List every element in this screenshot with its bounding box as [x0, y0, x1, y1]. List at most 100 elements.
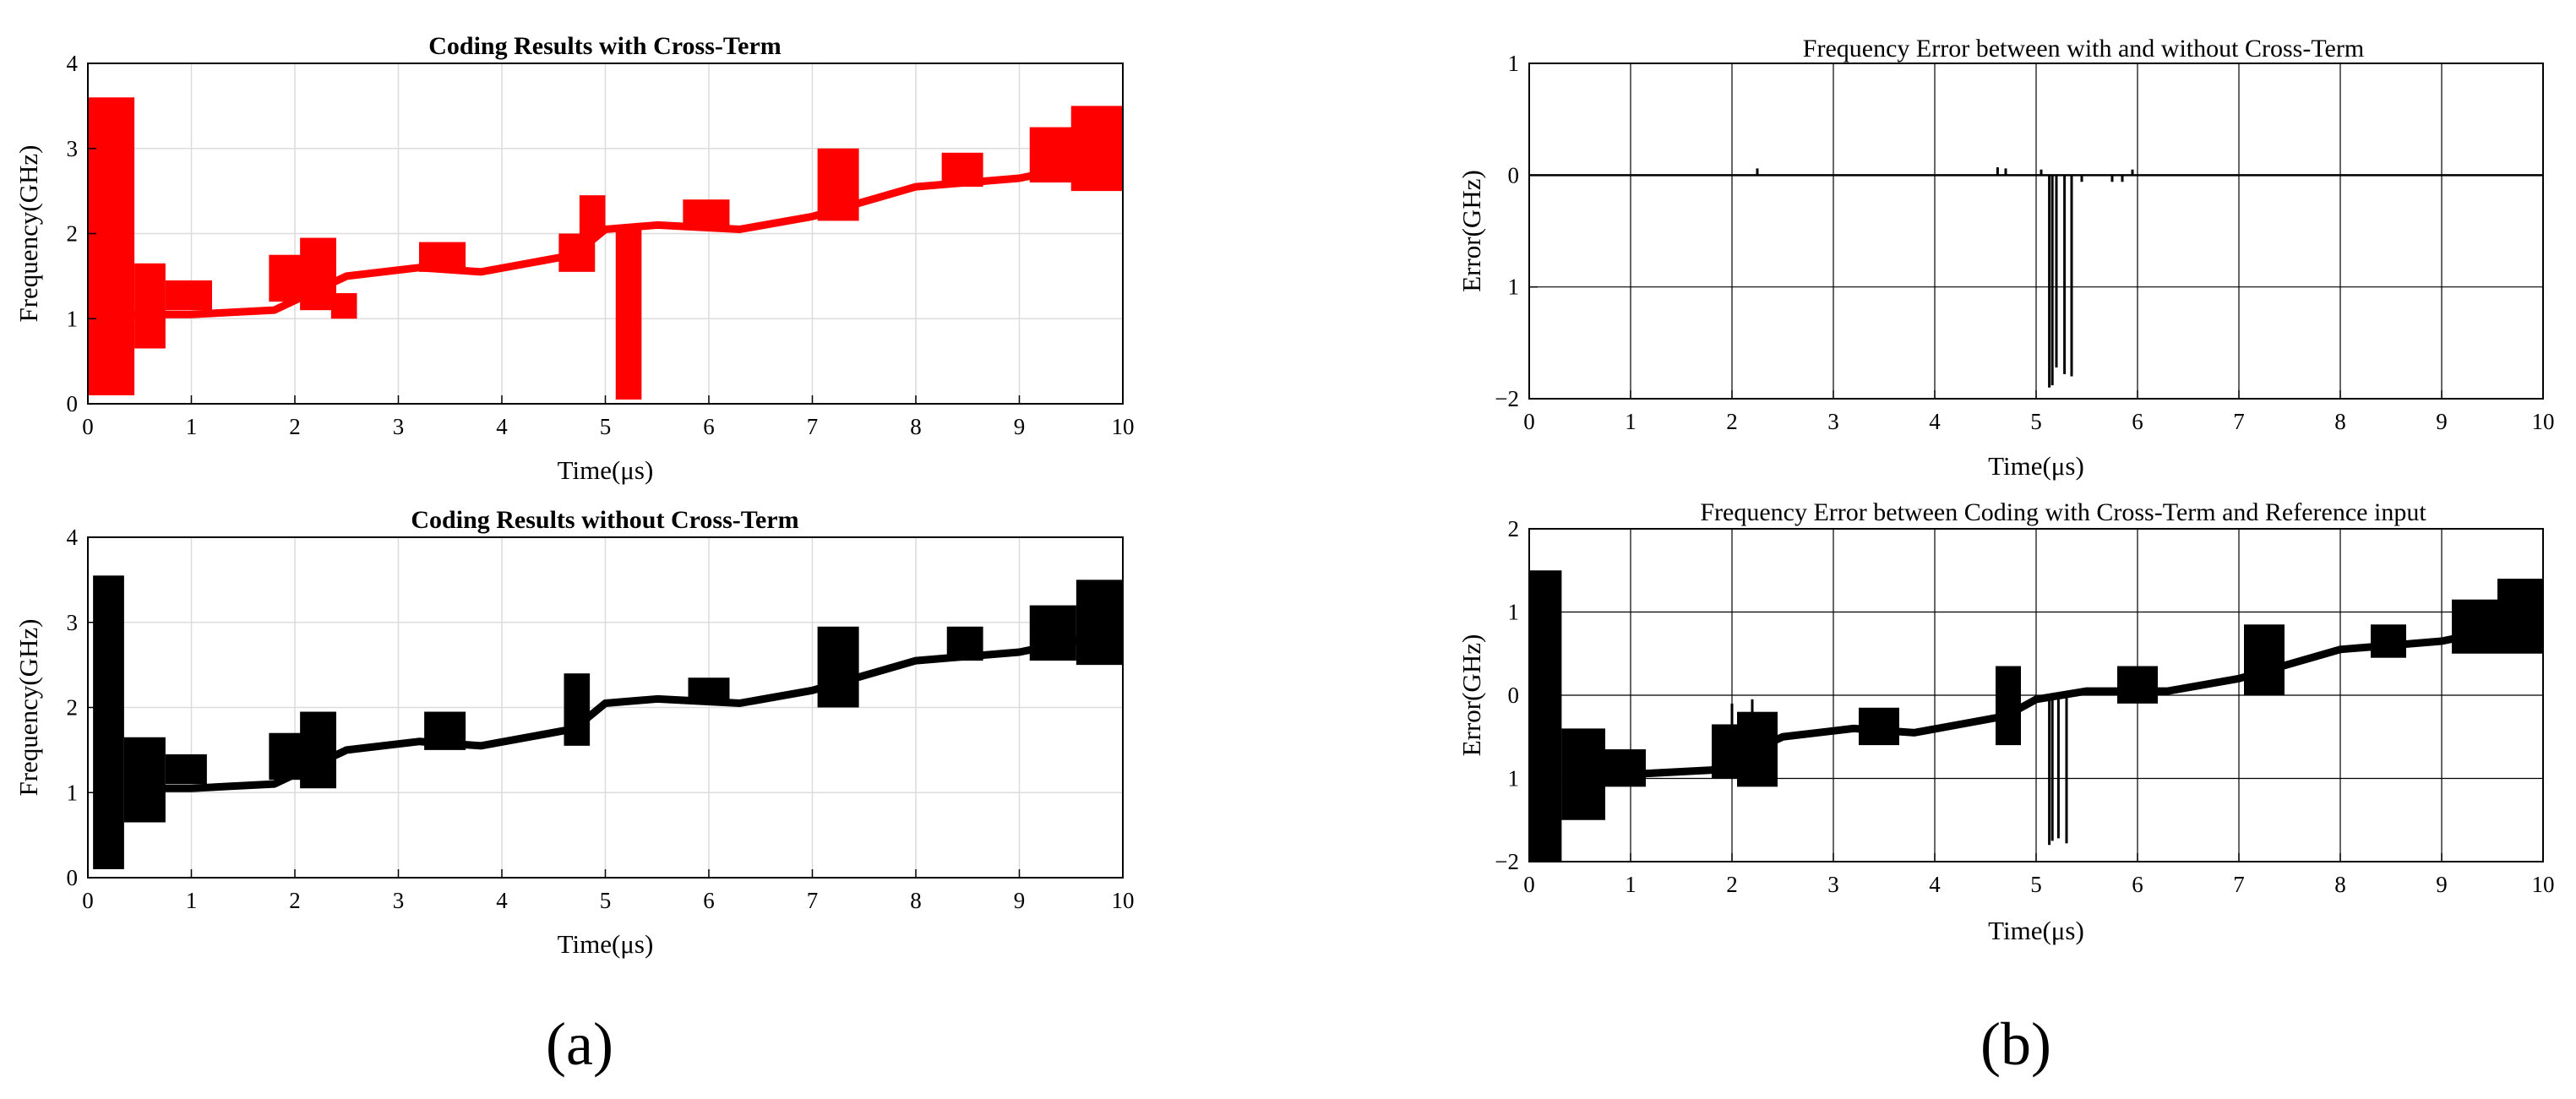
x-tick-label: 7 [2233, 872, 2245, 897]
data-block [564, 673, 591, 746]
y-tick-label: 2 [1508, 516, 1520, 541]
series-line [129, 153, 1124, 318]
data-block [2244, 624, 2285, 695]
y-tick-label: 4 [67, 525, 79, 550]
x-tick-label: 6 [2132, 409, 2143, 434]
data-block [88, 97, 135, 395]
chart-title: Coding Results without Cross-Term [411, 506, 798, 534]
y-tick-label: 1 [1508, 600, 1520, 625]
x-tick-label: 4 [496, 414, 508, 439]
x-tick-label: 4 [1929, 872, 1941, 897]
x-tick-label: 8 [2334, 872, 2346, 897]
data-block [2117, 666, 2158, 704]
y-axis-label: Error(GHz) [1457, 634, 1486, 757]
y-tick-label: 1 [67, 306, 79, 331]
y-tick-label: 0 [67, 865, 79, 890]
x-tick-label: 2 [1726, 409, 1738, 434]
x-axis-label: Time(μs) [558, 929, 654, 959]
x-tick-label: 5 [2030, 872, 2042, 897]
data-block [1996, 666, 2021, 746]
x-tick-label: 7 [2233, 409, 2245, 434]
y-tick-label: 1 [1508, 51, 1520, 76]
data-block [269, 254, 306, 302]
y-tick-label: 4 [67, 51, 79, 76]
data-block [330, 293, 357, 319]
x-tick-label: 5 [600, 414, 612, 439]
x-tick-label: 9 [1014, 888, 1026, 913]
x-tick-label: 1 [186, 888, 198, 913]
x-tick-label: 3 [1827, 872, 1839, 897]
series-line [1570, 616, 2544, 779]
x-tick-label: 4 [1929, 409, 1941, 434]
y-tick-label: 3 [67, 136, 79, 161]
x-tick-label: 7 [807, 888, 819, 913]
x-tick-label: 9 [2436, 872, 2448, 897]
chart-title: Coding Results with Cross-Term [428, 32, 782, 60]
chart-a2: 0 1 2 3 4 5 6 7 8 9 10 0 1 2 3 4 Coding Results without … [14, 506, 1135, 959]
x-tick-label: 10 [1112, 414, 1135, 439]
data-block [1605, 749, 1646, 787]
y-axis-label: Frequency(GHz) [14, 144, 43, 322]
data-block [123, 737, 166, 823]
x-tick-label: 3 [1827, 409, 1839, 434]
y-tick-label: 1 [1508, 766, 1520, 792]
y-tick-label: 0 [67, 391, 79, 416]
data-block [1076, 579, 1123, 666]
x-tick-label: 0 [1523, 409, 1535, 434]
y-tick-label: 2 [67, 695, 79, 721]
data-block [300, 711, 336, 789]
x-tick-label: 3 [393, 414, 405, 439]
x-tick-label: 4 [496, 888, 508, 913]
y-tick-label: 0 [1508, 683, 1520, 708]
panel-label-b: (b) [1980, 1010, 2051, 1078]
series-line [129, 627, 1124, 792]
y-tick-label: 1 [67, 780, 79, 805]
x-tick-label: 0 [82, 888, 94, 913]
x-tick-label: 7 [807, 414, 819, 439]
x-tick-label: 8 [910, 414, 922, 439]
x-axis-label: Time(μs) [1988, 451, 2084, 481]
x-tick-label: 6 [703, 414, 715, 439]
x-tick-label: 5 [600, 888, 612, 913]
x-tick-label: 2 [1726, 872, 1738, 897]
x-tick-label: 5 [2030, 409, 2042, 434]
y-tick-label: −2 [1495, 386, 1519, 411]
data-block [165, 280, 212, 311]
data-block [1529, 570, 1562, 862]
chart-title: Frequency Error between with and without… [1803, 35, 2364, 63]
y-tick-label: −2 [1495, 849, 1519, 874]
y-axis-label: Frequency(GHz) [14, 618, 43, 796]
data-block [615, 225, 642, 400]
x-tick-label: 0 [1523, 872, 1535, 897]
data-block [2497, 579, 2543, 654]
x-tick-label: 9 [1014, 414, 1026, 439]
x-tick-label: 6 [703, 888, 715, 913]
x-tick-label: 10 [2532, 872, 2555, 897]
x-tick-label: 6 [2132, 872, 2143, 897]
chart-title: Frequency Error between Coding with Cros… [1700, 498, 2426, 526]
y-axis-label: Error(GHz) [1457, 170, 1486, 292]
x-tick-label: 0 [82, 414, 94, 439]
x-tick-label: 1 [1625, 409, 1637, 434]
y-tick-label: 2 [67, 221, 79, 247]
x-tick-label: 8 [910, 888, 922, 913]
panel-label-a: (a) [546, 1010, 613, 1078]
x-tick-label: 8 [2334, 409, 2346, 434]
x-tick-label: 3 [393, 888, 405, 913]
y-tick-label: 3 [67, 610, 79, 635]
data-block [93, 575, 124, 869]
x-tick-label: 2 [289, 888, 301, 913]
x-tick-label: 1 [186, 414, 198, 439]
data-block [2452, 599, 2497, 654]
chart-a1: 0 1 2 3 4 5 6 7 8 9 10 0 1 2 3 4 Coding Results with Cro… [14, 32, 1135, 485]
data-block [817, 626, 859, 708]
x-tick-label: 1 [1625, 872, 1637, 897]
x-tick-label: 10 [1112, 888, 1135, 913]
x-axis-label: Time(μs) [1988, 916, 2084, 945]
y-tick-label: 0 [1508, 162, 1520, 188]
data-block [134, 263, 166, 349]
x-tick-label: 9 [2436, 409, 2448, 434]
